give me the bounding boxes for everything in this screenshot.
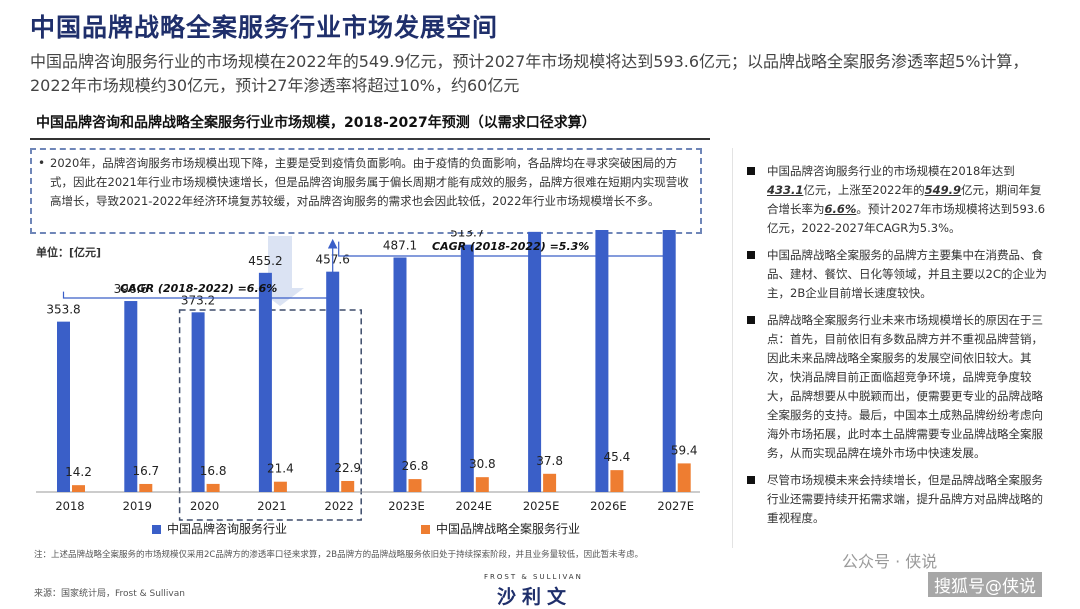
insight-point-2: 中国品牌战略全案服务的品牌方主要集中在消费品、食品、建材、餐饮、日化等领域，并且…	[743, 246, 1050, 303]
tick-label-2018: 2018	[55, 499, 84, 513]
label-strategy-2027E: 59.4	[671, 443, 698, 457]
insight-point-1: 中国品牌咨询服务行业的市场规模在2018年达到 433.1亿元，上涨至2022年的…	[743, 162, 1050, 238]
chart-note-box: 2020年，品牌咨询服务市场规模出现下降，主要是受到疫情负面影响。由于疫情的负面…	[30, 148, 702, 234]
chart-note-text: 2020年，品牌咨询服务市场规模出现下降，主要是受到疫情负面影响。由于疫情的负面…	[50, 156, 689, 208]
legend-label-consulting: 中国品牌咨询服务行业	[167, 521, 287, 536]
tick-label-2027E: 2027E	[657, 499, 694, 513]
insight-text: 中国品牌咨询服务行业的市场规模在2018年达到	[767, 164, 1015, 178]
bar-consulting-2022	[326, 271, 340, 492]
page-title: 中国品牌战略全案服务行业市场发展空间	[30, 13, 499, 42]
cagr-arrow-1	[62, 238, 338, 299]
brand-logo: 沙利文	[497, 586, 573, 608]
label-strategy-2025E: 37.8	[536, 454, 563, 468]
insights-panel: 中国品牌咨询服务行业的市场规模在2018年达到 433.1亿元，上涨至2022年的…	[732, 148, 1062, 548]
label-strategy-2018: 14.2	[65, 465, 92, 479]
bar-consulting-2019	[124, 301, 138, 492]
cagr-label-1: CAGR (2018-2022) =6.6%	[120, 282, 277, 295]
cagr-label-2: CAGR (2018-2022) =5.3%	[432, 240, 589, 253]
bar-consulting-2027E	[662, 230, 676, 493]
tick-label-2020: 2020	[190, 499, 219, 513]
legend-swatch-consulting	[152, 525, 161, 534]
source-note: 来源：国家统计局，Frost & Sullivan	[34, 589, 185, 599]
insight-text: 品牌战略全案服务行业未来市场规模增长的原因在于三点：首先，目前依旧有多数品牌方并…	[767, 313, 1043, 460]
bar-consulting-2025E	[528, 231, 542, 492]
tick-label-2023E: 2023E	[388, 499, 425, 513]
label-consulting-2024E: 513.7	[450, 230, 484, 240]
label-strategy-2026E: 45.4	[604, 450, 631, 464]
insight-text: 亿元，期间年复合增长率为	[767, 183, 1042, 216]
tick-label-2025E: 2025E	[523, 499, 560, 513]
insight-text: 。预计2027年市场规模将达到593.6亿元，2022-2027年CAGR为5.…	[767, 202, 1046, 235]
unit-label: 单位：[亿元]	[36, 246, 102, 259]
footnote: 注：上述品牌战略全案服务的市场规模仅采用2C品牌方的渗透率口径来求算，2B品牌方…	[34, 550, 644, 560]
legend-label-strategy: 中国品牌战略全案服务行业	[436, 521, 580, 536]
bar-strategy-2026E	[610, 470, 624, 492]
callout-arrow-shaft	[268, 236, 292, 288]
highlight-value: 6.6%	[824, 202, 857, 216]
watermark-wechat: 公众号 · 侠说	[842, 552, 938, 571]
label-consulting-2020: 373.2	[181, 293, 215, 307]
bar-strategy-2020	[206, 483, 220, 492]
brand-sub-logo: FROST & SULLIVAN	[484, 573, 583, 581]
bar-consulting-2024E	[460, 244, 474, 492]
bar-strategy-2024E	[475, 477, 489, 492]
label-strategy-2019: 16.7	[132, 464, 159, 478]
label-strategy-2024E: 30.8	[469, 457, 496, 471]
legend-swatch-strategy	[421, 525, 430, 534]
label-consulting-2021: 455.2	[248, 254, 282, 268]
tick-label-2024E: 2024E	[456, 499, 493, 513]
bar-strategy-2025E	[543, 473, 557, 492]
label-consulting-2019: 396.6	[114, 282, 148, 296]
tick-label-2019: 2019	[123, 499, 152, 513]
bar-strategy-2027E	[677, 463, 691, 492]
label-strategy-2023E: 26.8	[402, 459, 429, 473]
bar-strategy-2022	[341, 480, 355, 492]
bar-strategy-2023E	[408, 479, 422, 492]
insight-text: 亿元，上涨至2022年的	[803, 183, 925, 197]
tick-label-2021: 2021	[257, 499, 286, 513]
label-consulting-2023E: 487.1	[383, 238, 417, 252]
insight-point-3: 品牌战略全案服务行业未来市场规模增长的原因在于三点：首先，目前依旧有多数品牌方并…	[743, 311, 1050, 463]
highlight-value: 433.1	[767, 183, 804, 197]
bar-strategy-2021	[273, 481, 287, 492]
label-strategy-2022: 22.9	[334, 461, 361, 475]
bar-consulting-2023E	[393, 257, 407, 492]
bar-consulting-2026E	[595, 230, 609, 492]
chart-heading-text: 中国品牌咨询和品牌战略全案服务行业市场规模，2018-2027年预测（以需求口径…	[36, 115, 596, 131]
bar-consulting-2020	[191, 312, 205, 492]
bar-consulting-2021	[258, 272, 272, 492]
tick-label-2026E: 2026E	[590, 499, 627, 513]
tick-label-2022: 2022	[325, 499, 354, 513]
bar-strategy-2018	[72, 485, 85, 492]
insight-text: 尽管市场规模未来会持续增长，但是品牌战略全案服务行业还需要持续开拓需求端，提升品…	[767, 473, 1043, 525]
insight-point-4: 尽管市场规模未来会持续增长，但是品牌战略全案服务行业还需要持续开拓需求端，提升品…	[743, 471, 1050, 528]
watermark-sohu: 搜狐号@侠说	[928, 572, 1042, 597]
label-strategy-2020: 16.8	[200, 464, 227, 478]
chart-heading: 中国品牌咨询和品牌战略全案服务行业市场规模，2018-2027年预测（以需求口径…	[30, 108, 710, 140]
insight-text: 中国品牌战略全案服务的品牌方主要集中在消费品、食品、建材、餐饮、日化等领域，并且…	[767, 248, 1047, 300]
cagr-arrow-2	[338, 230, 670, 257]
label-strategy-2021: 21.4	[267, 462, 294, 476]
bar-strategy-2019	[139, 483, 153, 492]
label-consulting-2018: 353.8	[46, 303, 80, 317]
bar-chart: 353.8 14.2 2018 396.6 16.7 2019 373.2 16.8 2020 4…	[36, 230, 700, 536]
page-subtitle: 中国品牌咨询服务行业的市场规模在2022年的549.9亿元，预计2027年市场规…	[30, 52, 1029, 95]
highlight-value: 549.9	[924, 183, 962, 197]
bar-consulting-2018	[57, 321, 70, 492]
